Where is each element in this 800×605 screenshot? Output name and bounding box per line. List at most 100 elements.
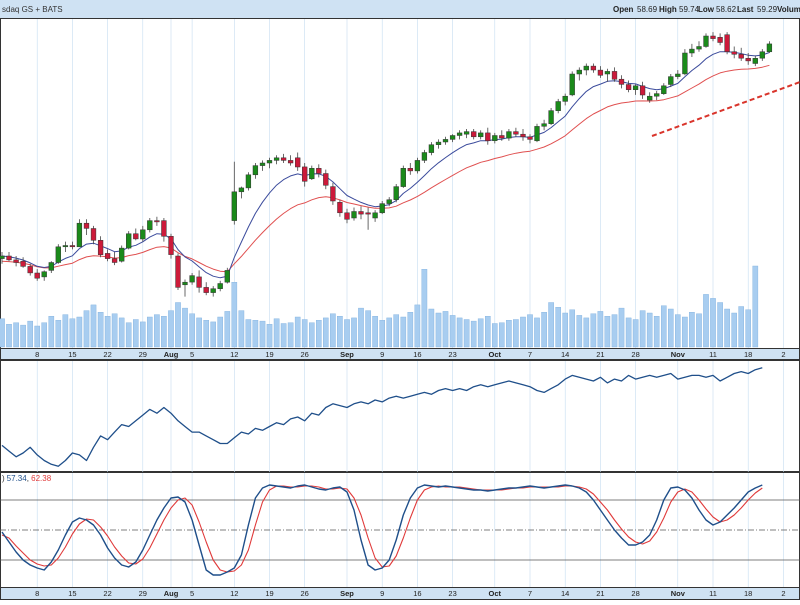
volume-bar bbox=[323, 317, 329, 348]
volume-bar bbox=[745, 309, 751, 348]
candle-up bbox=[48, 262, 54, 271]
candle-up bbox=[654, 93, 660, 97]
volume-bar bbox=[485, 316, 491, 348]
volume-label: Volum bbox=[777, 5, 800, 14]
candle-up bbox=[421, 152, 428, 161]
volume-bar bbox=[34, 325, 40, 348]
candle-down bbox=[27, 266, 33, 274]
candle-up bbox=[766, 43, 773, 53]
x-tick-label: 11 bbox=[709, 350, 717, 359]
candle-up bbox=[266, 160, 273, 164]
volume-bar bbox=[287, 322, 294, 348]
candle-down bbox=[337, 202, 343, 214]
x-tick-label: 14 bbox=[561, 350, 569, 359]
volume-bar bbox=[731, 312, 737, 348]
candle-down bbox=[83, 222, 90, 229]
candle-up bbox=[189, 275, 195, 283]
volume-bar bbox=[456, 317, 463, 348]
candle-down bbox=[344, 212, 350, 220]
volume-bar bbox=[189, 313, 195, 348]
candle-down bbox=[407, 168, 413, 172]
volume-bar bbox=[696, 313, 702, 348]
x-tick-label: 29 bbox=[139, 350, 147, 359]
volume-bar bbox=[259, 320, 266, 348]
candle-up bbox=[224, 270, 230, 283]
candle-down bbox=[745, 58, 751, 62]
line-series-path bbox=[1, 367, 763, 467]
candle-up bbox=[534, 126, 540, 142]
x-tick-label: 18 bbox=[744, 589, 752, 598]
volume-bar bbox=[210, 321, 217, 348]
volume-bar bbox=[139, 321, 146, 348]
candle-up bbox=[414, 160, 421, 172]
candle-up bbox=[548, 110, 554, 124]
volume-bar bbox=[661, 305, 667, 348]
x-tick-label: 22 bbox=[103, 589, 111, 598]
x-tick-label: 23 bbox=[448, 350, 456, 359]
volume-bar bbox=[372, 316, 378, 348]
candle-up bbox=[576, 69, 582, 75]
x-tick-label: Nov bbox=[671, 350, 686, 359]
volume-bar bbox=[675, 314, 681, 348]
volume-bar bbox=[611, 314, 618, 348]
volume-bar bbox=[55, 320, 62, 348]
volume-bar bbox=[428, 308, 435, 348]
candle-up bbox=[675, 73, 681, 77]
volume-bar bbox=[161, 316, 167, 348]
volume-bar bbox=[499, 322, 505, 348]
stochastic-k-line bbox=[1, 484, 763, 576]
candle-down bbox=[710, 35, 716, 39]
candle-up bbox=[217, 283, 223, 289]
candle-up bbox=[562, 95, 568, 102]
x-tick-label: 7 bbox=[528, 350, 532, 359]
x-tick-label: Sep bbox=[340, 589, 354, 598]
volume-bar bbox=[639, 310, 646, 348]
volume-bar bbox=[351, 317, 357, 348]
volume-bars bbox=[0, 265, 759, 348]
x-tick-label: 12 bbox=[230, 350, 238, 359]
x-tick-label: 21 bbox=[596, 589, 604, 598]
candle-down bbox=[69, 245, 76, 248]
volume-bar bbox=[421, 269, 428, 348]
line-series bbox=[1, 367, 763, 467]
candle-up bbox=[506, 131, 512, 139]
candle-up bbox=[393, 186, 399, 200]
volume-bar bbox=[231, 282, 238, 348]
volume-bar bbox=[583, 317, 590, 348]
x-tick-label: Aug bbox=[164, 589, 179, 598]
volume-bar bbox=[76, 316, 83, 348]
x-tick-label: 2 bbox=[781, 350, 785, 359]
x-tick-label: 8 bbox=[35, 589, 39, 598]
candle-down bbox=[20, 260, 26, 267]
candle-down bbox=[133, 233, 139, 240]
volume-bar bbox=[738, 306, 744, 348]
x-tick-label: 19 bbox=[265, 589, 273, 598]
candle-up bbox=[759, 51, 765, 59]
volume-bar bbox=[175, 302, 181, 348]
volume-bar bbox=[280, 323, 287, 348]
candle-up bbox=[386, 199, 392, 204]
stochastic-legend: ) 57.34, 62.38 bbox=[2, 474, 52, 483]
volume-bar bbox=[555, 307, 561, 348]
low-value: 58.62 bbox=[716, 5, 737, 14]
volume-bar bbox=[414, 304, 421, 348]
candle-up bbox=[428, 144, 435, 153]
volume-bar bbox=[266, 324, 273, 348]
candle-down bbox=[161, 220, 167, 237]
candle-down bbox=[597, 69, 604, 76]
candle-down bbox=[302, 166, 308, 182]
line-grid bbox=[36, 361, 784, 472]
volume-bar bbox=[379, 320, 386, 348]
volume-bar bbox=[182, 307, 188, 348]
volume-bar bbox=[62, 314, 69, 348]
volume-bar bbox=[492, 323, 498, 348]
volume-bar bbox=[703, 294, 709, 348]
candle-down bbox=[611, 71, 618, 80]
volume-bar bbox=[386, 317, 393, 348]
volume-bar bbox=[90, 304, 97, 348]
volume-bar bbox=[541, 312, 547, 348]
volume-bar bbox=[337, 316, 343, 348]
candle-up bbox=[238, 187, 245, 193]
volume-bar bbox=[6, 324, 12, 348]
